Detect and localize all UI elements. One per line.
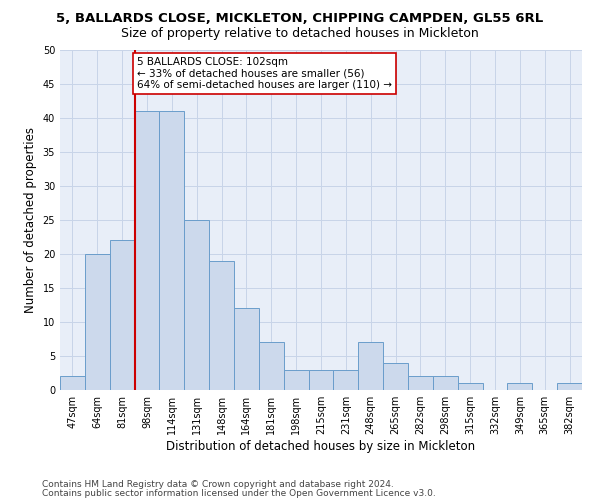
Bar xyxy=(334,370,358,390)
Text: 5, BALLARDS CLOSE, MICKLETON, CHIPPING CAMPDEN, GL55 6RL: 5, BALLARDS CLOSE, MICKLETON, CHIPPING C… xyxy=(56,12,544,26)
Bar xyxy=(259,342,284,390)
Bar xyxy=(458,383,482,390)
Bar xyxy=(209,261,234,390)
Bar xyxy=(160,111,184,390)
Bar xyxy=(110,240,134,390)
Bar xyxy=(234,308,259,390)
Bar xyxy=(134,111,160,390)
Text: 5 BALLARDS CLOSE: 102sqm
← 33% of detached houses are smaller (56)
64% of semi-d: 5 BALLARDS CLOSE: 102sqm ← 33% of detach… xyxy=(137,57,392,90)
Y-axis label: Number of detached properties: Number of detached properties xyxy=(24,127,37,313)
Bar xyxy=(358,342,383,390)
Bar xyxy=(408,376,433,390)
Bar xyxy=(433,376,458,390)
Bar xyxy=(284,370,308,390)
Bar xyxy=(308,370,334,390)
Text: Contains public sector information licensed under the Open Government Licence v3: Contains public sector information licen… xyxy=(42,490,436,498)
Text: Size of property relative to detached houses in Mickleton: Size of property relative to detached ho… xyxy=(121,28,479,40)
Bar xyxy=(557,383,582,390)
Bar xyxy=(60,376,85,390)
Bar xyxy=(508,383,532,390)
Text: Contains HM Land Registry data © Crown copyright and database right 2024.: Contains HM Land Registry data © Crown c… xyxy=(42,480,394,489)
Bar xyxy=(85,254,110,390)
Bar xyxy=(383,363,408,390)
X-axis label: Distribution of detached houses by size in Mickleton: Distribution of detached houses by size … xyxy=(166,440,476,453)
Bar xyxy=(184,220,209,390)
